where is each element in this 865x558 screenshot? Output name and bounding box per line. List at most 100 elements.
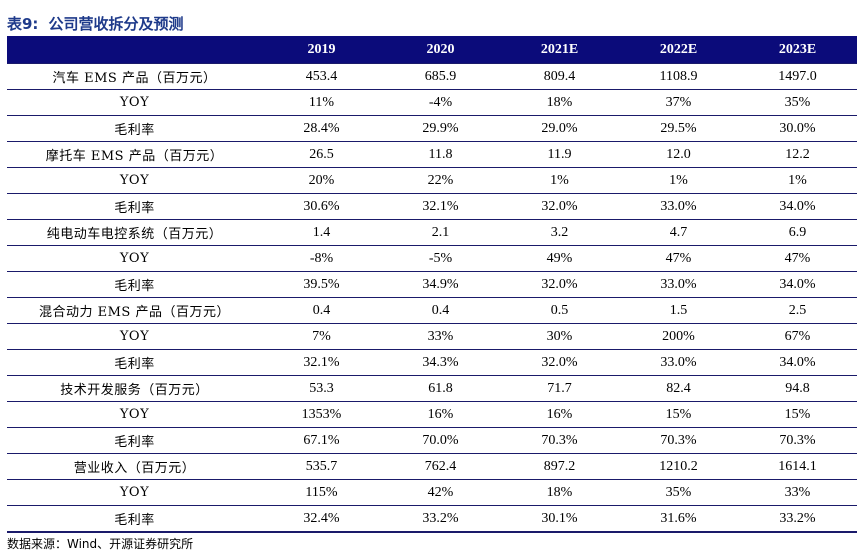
row-label-cell: 混合动力 EMS 产品（百万元） xyxy=(7,297,262,324)
header-cell-2019: 2019 xyxy=(262,36,381,64)
value-cell: 0.4 xyxy=(381,297,500,324)
value-cell: 67% xyxy=(738,323,857,350)
row-label-cell: 毛利率 xyxy=(7,271,262,298)
table-row: 营业收入（百万元） 535.7 762.4 897.2 1210.2 1614.1 xyxy=(7,453,857,480)
header-cell-2023e: 2023E xyxy=(738,36,857,64)
value-cell: 18% xyxy=(500,89,619,116)
value-cell: 1.5 xyxy=(619,297,738,324)
table-row: 毛利率 30.6% 32.1% 32.0% 33.0% 34.0% xyxy=(7,193,857,220)
table-row: 毛利率 32.4% 33.2% 30.1% 31.6% 33.2% xyxy=(7,505,857,533)
value-cell: 82.4 xyxy=(619,375,738,402)
value-cell: 32.4% xyxy=(262,505,381,533)
value-cell: 29.9% xyxy=(381,115,500,142)
value-cell: 32.0% xyxy=(500,349,619,376)
value-cell: 29.5% xyxy=(619,115,738,142)
value-cell: 7% xyxy=(262,323,381,350)
value-cell: 34.0% xyxy=(738,349,857,376)
value-cell: 11.8 xyxy=(381,141,500,168)
value-cell: 31.6% xyxy=(619,505,738,533)
value-cell: 34.9% xyxy=(381,271,500,298)
row-label-cell: YOY xyxy=(7,323,262,350)
value-cell: 30.1% xyxy=(500,505,619,533)
header-cell-2020: 2020 xyxy=(381,36,500,64)
table-row: YOY 115% 42% 18% 35% 33% xyxy=(7,479,857,506)
value-cell: 34.0% xyxy=(738,193,857,220)
value-cell: 37% xyxy=(619,89,738,116)
value-cell: 1353% xyxy=(262,401,381,428)
value-cell: 115% xyxy=(262,479,381,506)
row-label-cell: 毛利率 xyxy=(7,115,262,142)
table-row: 技术开发服务（百万元） 53.3 61.8 71.7 82.4 94.8 xyxy=(7,375,857,402)
value-cell: 70.3% xyxy=(619,427,738,454)
table-row: YOY 11% -4% 18% 37% 35% xyxy=(7,89,857,116)
value-cell: 20% xyxy=(262,167,381,194)
value-cell: 30.0% xyxy=(738,115,857,142)
value-cell: 33% xyxy=(381,323,500,350)
header-cell-2021e: 2021E xyxy=(500,36,619,64)
value-cell: 33.0% xyxy=(619,349,738,376)
row-label-cell: 营业收入（百万元） xyxy=(7,453,262,480)
value-cell: 47% xyxy=(738,245,857,272)
value-cell: 0.5 xyxy=(500,297,619,324)
value-cell: 6.9 xyxy=(738,219,857,246)
table-row: 摩托车 EMS 产品（百万元） 26.5 11.8 11.9 12.0 12.2 xyxy=(7,141,857,168)
value-cell: 200% xyxy=(619,323,738,350)
table-row: 毛利率 39.5% 34.9% 32.0% 33.0% 34.0% xyxy=(7,271,857,298)
value-cell: 4.7 xyxy=(619,219,738,246)
value-cell: 33.2% xyxy=(738,505,857,533)
value-cell: 15% xyxy=(738,401,857,428)
value-cell: 70.3% xyxy=(738,427,857,454)
table-row: YOY -8% -5% 49% 47% 47% xyxy=(7,245,857,272)
value-cell: 71.7 xyxy=(500,375,619,402)
value-cell: 2.5 xyxy=(738,297,857,324)
value-cell: 32.1% xyxy=(381,193,500,220)
value-cell: 1210.2 xyxy=(619,453,738,480)
row-label-cell: 毛利率 xyxy=(7,505,262,533)
value-cell: 1.4 xyxy=(262,219,381,246)
table-number: 表9: xyxy=(7,15,39,33)
value-cell: 1% xyxy=(619,167,738,194)
value-cell: 30% xyxy=(500,323,619,350)
value-cell: 12.2 xyxy=(738,141,857,168)
value-cell: 16% xyxy=(500,401,619,428)
value-cell: -4% xyxy=(381,89,500,116)
row-label-cell: YOY xyxy=(7,245,262,272)
value-cell: 34.0% xyxy=(738,271,857,298)
table-row: 毛利率 67.1% 70.0% 70.3% 70.3% 70.3% xyxy=(7,427,857,454)
table-row: 混合动力 EMS 产品（百万元） 0.4 0.4 0.5 1.5 2.5 xyxy=(7,297,857,324)
row-label-cell: YOY xyxy=(7,479,262,506)
header-cell-2022e: 2022E xyxy=(619,36,738,64)
value-cell: 33.0% xyxy=(619,271,738,298)
value-cell: 0.4 xyxy=(262,297,381,324)
value-cell: 49% xyxy=(500,245,619,272)
value-cell: 16% xyxy=(381,401,500,428)
value-cell: 11.9 xyxy=(500,141,619,168)
value-cell: 1108.9 xyxy=(619,63,738,90)
value-cell: 3.2 xyxy=(500,219,619,246)
value-cell: 32.0% xyxy=(500,271,619,298)
value-cell: 30.6% xyxy=(262,193,381,220)
data-source-note: 数据来源：Wind、开源证券研究所 xyxy=(7,537,194,551)
value-cell: 12.0 xyxy=(619,141,738,168)
row-label-cell: 摩托车 EMS 产品（百万元） xyxy=(7,141,262,168)
value-cell: 42% xyxy=(381,479,500,506)
row-label-cell: 技术开发服务（百万元） xyxy=(7,375,262,402)
value-cell: 1% xyxy=(500,167,619,194)
table-row: 汽车 EMS 产品（百万元） 453.4 685.9 809.4 1108.9 1497.… xyxy=(7,63,857,90)
value-cell: 22% xyxy=(381,167,500,194)
value-cell: -5% xyxy=(381,245,500,272)
value-cell: 535.7 xyxy=(262,453,381,480)
value-cell: 1% xyxy=(738,167,857,194)
row-label-cell: YOY xyxy=(7,401,262,428)
row-label-cell: YOY xyxy=(7,89,262,116)
value-cell: 685.9 xyxy=(381,63,500,90)
row-label-cell: 毛利率 xyxy=(7,193,262,220)
value-cell: 2.1 xyxy=(381,219,500,246)
value-cell: 35% xyxy=(619,479,738,506)
value-cell: 26.5 xyxy=(262,141,381,168)
value-cell: 1614.1 xyxy=(738,453,857,480)
header-cell-label xyxy=(7,36,262,64)
value-cell: 53.3 xyxy=(262,375,381,402)
value-cell: 35% xyxy=(738,89,857,116)
row-label-cell: 毛利率 xyxy=(7,349,262,376)
